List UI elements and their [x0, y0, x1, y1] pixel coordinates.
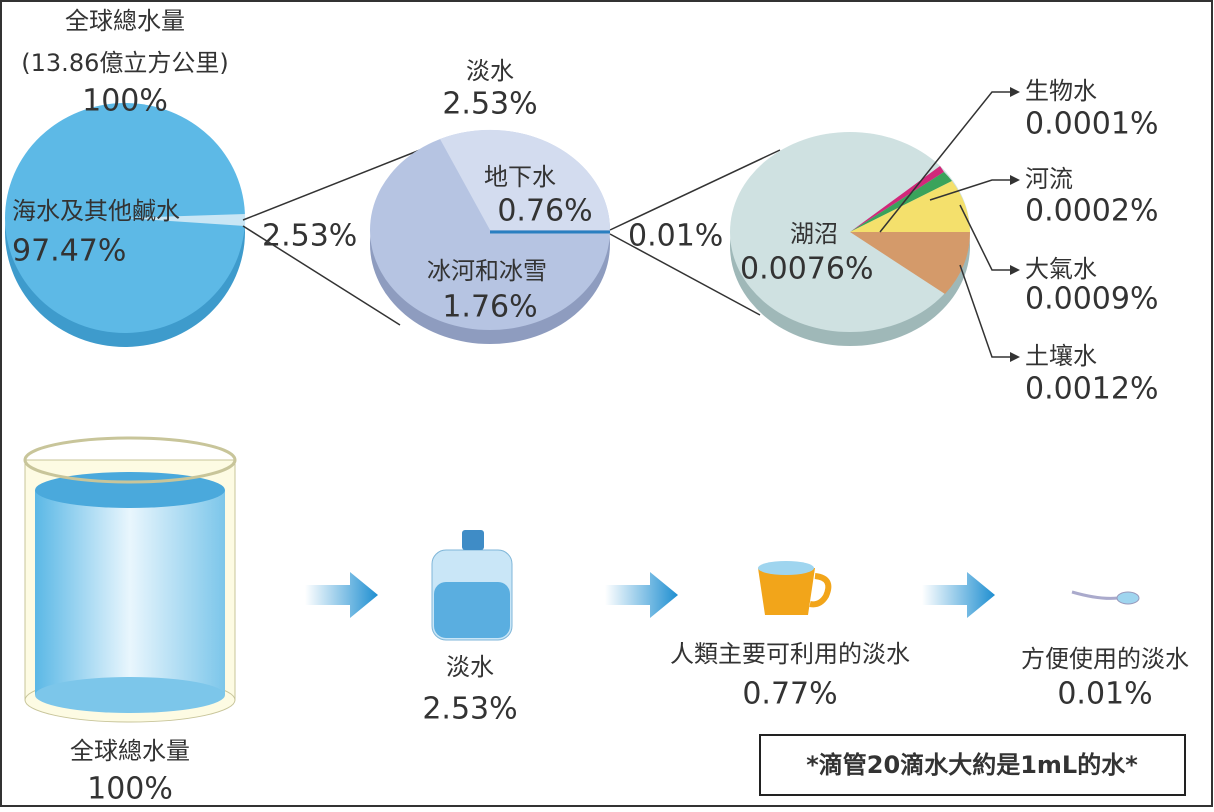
link-label: 0.01%: [628, 219, 723, 254]
stage-value: 0.77%: [742, 677, 837, 712]
callout-value: 0.0009%: [1025, 282, 1158, 317]
callout-label: 生物水: [1025, 77, 1097, 105]
title: 全球總水量: [65, 7, 185, 35]
callout-value: 0.0002%: [1025, 194, 1158, 229]
ocean-pie: [5, 103, 245, 347]
slice-label: 地下水: [484, 163, 556, 191]
title: 淡水: [466, 57, 514, 85]
callout-label: 土壤水: [1025, 342, 1097, 370]
stage-label: 淡水: [446, 653, 494, 681]
callout-value: 0.0012%: [1025, 372, 1158, 407]
callout-value: 0.0001%: [1025, 107, 1158, 142]
link-label: 2.53%: [262, 219, 357, 254]
stage-label: 方便使用的淡水: [1021, 645, 1189, 673]
infographic: 全球總水量 (13.86億立方公里) 100% 海水及其他鹹水 97.47% 2…: [0, 0, 1214, 808]
callout-label: 河流: [1025, 165, 1073, 193]
slice-value: 1.76%: [442, 290, 537, 325]
stage-value: 2.53%: [422, 692, 517, 727]
note: *滴管20滴水大約是1mL的水*: [806, 751, 1138, 779]
callout-label: 大氣水: [1025, 255, 1097, 283]
stage-label: 全球總水量: [70, 737, 190, 765]
cylinder: [25, 438, 235, 722]
subtitle: (13.86億立方公里): [21, 49, 228, 77]
total: 100%: [82, 84, 168, 119]
slice-value: 97.47%: [12, 234, 126, 269]
stage-value: 0.01%: [1057, 677, 1152, 712]
slice-value: 0.0076%: [740, 252, 873, 287]
slice-label: 冰河和冰雪: [427, 257, 547, 285]
slice-label: 海水及其他鹹水: [12, 197, 180, 225]
slice-value: 0.76%: [497, 194, 592, 229]
slice-label: 湖沼: [790, 220, 838, 248]
stage-value: 100%: [87, 772, 173, 807]
stage-label: 人類主要可利用的淡水: [670, 640, 910, 668]
total: 2.53%: [442, 87, 537, 122]
